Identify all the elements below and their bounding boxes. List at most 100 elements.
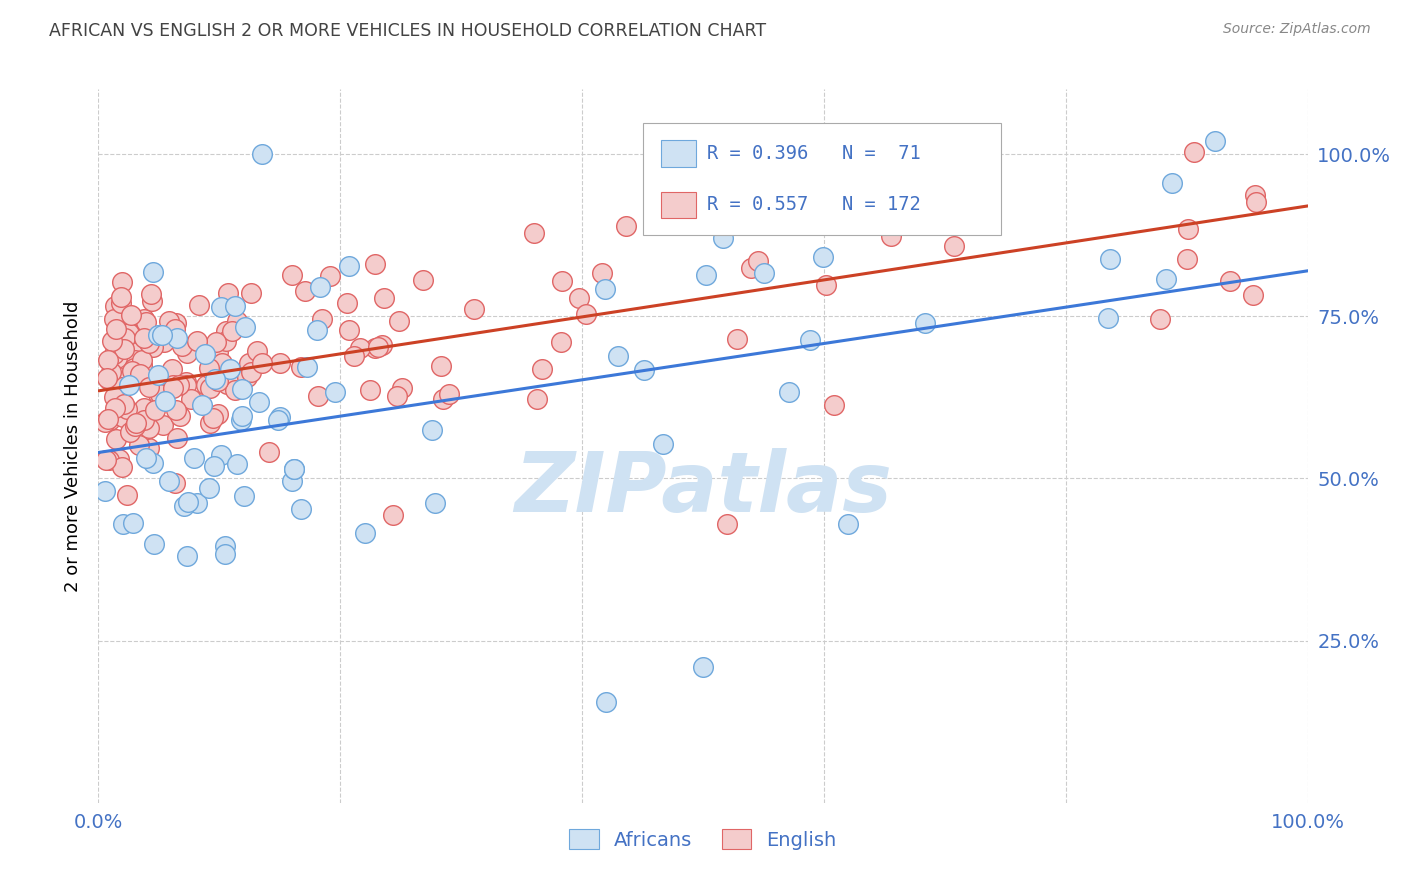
Point — [148, 328, 170, 343]
Point — [222, 376, 245, 391]
Point — [224, 383, 246, 397]
Point — [283, 462, 305, 476]
Point — [233, 489, 256, 503]
Point — [167, 377, 190, 392]
Point — [118, 315, 141, 329]
Point — [1244, 194, 1267, 209]
Point — [165, 316, 187, 330]
Point — [96, 370, 118, 384]
Point — [754, 266, 776, 280]
Point — [526, 392, 548, 406]
Point — [238, 356, 260, 370]
Point — [246, 343, 269, 358]
Point — [190, 398, 212, 412]
Point — [359, 383, 381, 397]
Point — [226, 314, 249, 328]
Point — [142, 537, 165, 551]
Point — [194, 378, 217, 392]
Point — [111, 460, 134, 475]
Point — [593, 282, 616, 296]
Point — [115, 313, 138, 327]
Point — [166, 431, 188, 445]
Point — [1177, 252, 1199, 266]
Text: ZIPatlas: ZIPatlas — [515, 449, 891, 529]
Point — [890, 169, 912, 184]
Point — [747, 188, 769, 202]
Point — [606, 349, 628, 363]
Point — [94, 452, 117, 467]
Point — [231, 409, 253, 424]
Point — [364, 341, 387, 355]
Point — [716, 516, 738, 531]
Point — [692, 659, 714, 673]
Point — [103, 347, 125, 361]
Point — [183, 450, 205, 465]
Point — [614, 219, 637, 234]
Point — [160, 361, 183, 376]
Point — [221, 324, 243, 338]
Point — [1243, 187, 1265, 202]
Point — [165, 475, 187, 490]
Point — [337, 323, 360, 337]
Point — [186, 334, 208, 348]
Point — [125, 416, 148, 430]
Point — [308, 280, 330, 294]
Point — [142, 456, 165, 470]
Point — [132, 413, 155, 427]
Point — [290, 360, 312, 375]
Point — [1154, 272, 1177, 286]
Point — [942, 239, 965, 253]
Point — [463, 302, 485, 317]
Point — [307, 389, 329, 403]
Point — [281, 268, 304, 282]
Point — [97, 411, 120, 425]
Point — [165, 322, 187, 336]
Point — [118, 377, 141, 392]
Point — [591, 267, 613, 281]
Point — [138, 441, 160, 455]
Point — [112, 396, 135, 410]
Point — [305, 323, 328, 337]
Point — [367, 340, 389, 354]
Point — [176, 549, 198, 563]
Point — [259, 445, 281, 459]
Text: Source: ZipAtlas.com: Source: ZipAtlas.com — [1223, 22, 1371, 37]
Point — [740, 260, 762, 275]
Point — [121, 364, 143, 378]
Point — [120, 308, 142, 322]
Point — [134, 312, 156, 326]
Point — [204, 334, 226, 349]
Point — [110, 290, 132, 304]
Point — [224, 299, 246, 313]
Point — [337, 259, 360, 273]
Point — [233, 320, 256, 334]
Point — [153, 393, 176, 408]
Point — [111, 517, 134, 532]
Point — [633, 363, 655, 377]
Point — [769, 193, 792, 207]
Point — [141, 294, 163, 309]
Point — [423, 495, 446, 509]
Point — [530, 362, 553, 376]
Point — [112, 342, 135, 356]
Point — [779, 385, 801, 400]
Point — [149, 386, 172, 401]
Point — [142, 339, 165, 353]
Point — [129, 367, 152, 381]
Point — [240, 286, 263, 301]
Point — [176, 375, 198, 389]
Point — [169, 409, 191, 423]
Point — [323, 384, 346, 399]
Point — [209, 300, 232, 314]
Point — [115, 488, 138, 502]
Point — [695, 268, 717, 283]
Point — [214, 547, 236, 561]
Point — [100, 365, 122, 379]
Point — [814, 277, 837, 292]
Point — [250, 356, 273, 370]
Point — [94, 484, 117, 499]
Point — [146, 368, 169, 383]
Point — [118, 326, 141, 341]
Point — [118, 425, 141, 439]
Point — [194, 347, 217, 361]
